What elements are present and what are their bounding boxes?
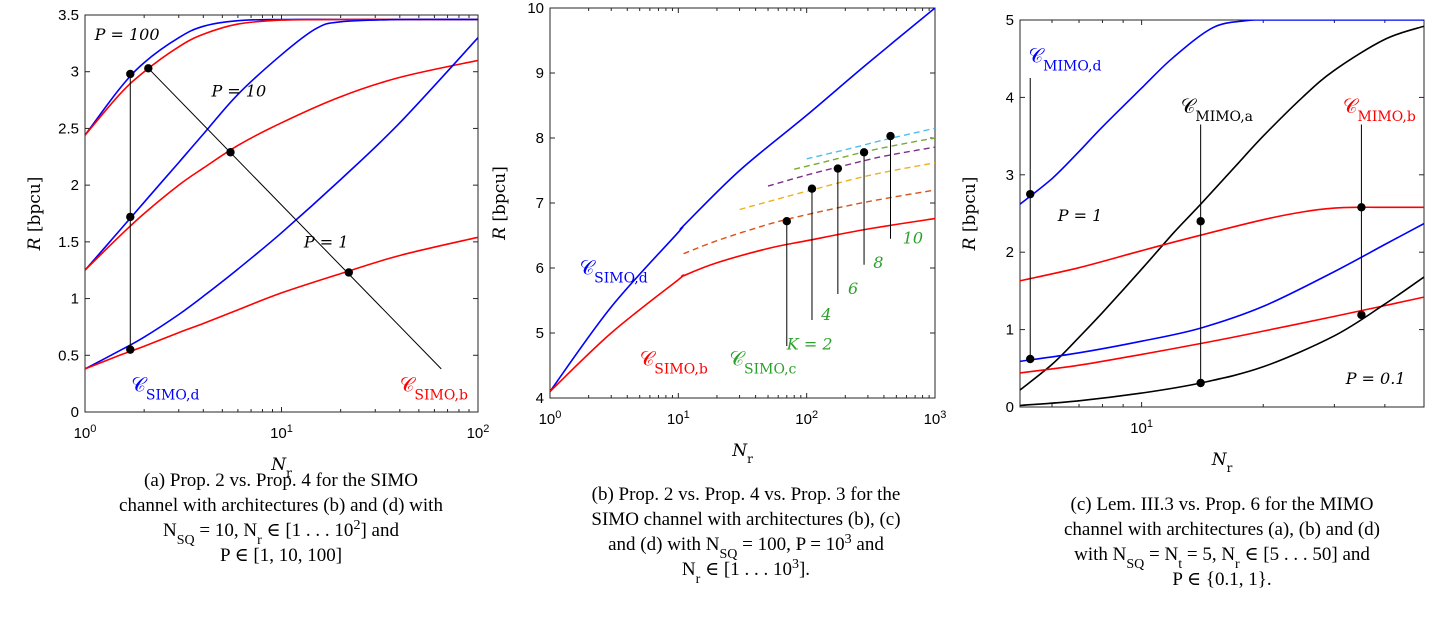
data-marker xyxy=(860,148,868,156)
caption-line: channel with architectures (a), (b) and … xyxy=(1064,519,1380,540)
y-axis-label: R [bpcu] xyxy=(960,177,980,252)
annotation: P = 10 xyxy=(210,82,266,101)
y-tick-label: 4 xyxy=(1006,89,1014,106)
caption-line: and (d) with NSQ = 100, P = 103 and xyxy=(608,532,884,562)
data-marker xyxy=(126,213,134,221)
caption-line: P ∈ {0.1, 1}. xyxy=(1172,569,1271,590)
y-axis-label: R [bpcu] xyxy=(25,177,45,252)
y-tick-label: 5 xyxy=(1006,12,1014,29)
caption-line: P ∈ [1, 10, 100] xyxy=(220,545,342,566)
y-tick-label: 9 xyxy=(536,65,544,82)
annotation: P = 1 xyxy=(1057,206,1103,225)
data-marker xyxy=(1026,190,1034,198)
series-line-5 xyxy=(85,237,478,369)
caption-line: (c) Lem. III.3 vs. Prop. 6 for the MIMO xyxy=(1071,494,1374,515)
y-tick-label: 10 xyxy=(527,0,544,17)
caption-line: channel with architectures (b) and (d) w… xyxy=(119,495,443,516)
svg-text:R [bpcu]: R [bpcu] xyxy=(490,166,510,241)
data-marker xyxy=(808,185,816,193)
data-marker xyxy=(144,64,152,72)
series-line-3 xyxy=(85,60,478,270)
y-tick-label: 2 xyxy=(1006,244,1014,261)
y-tick-label: 3.5 xyxy=(58,7,79,24)
x-tick-label: 101 xyxy=(1130,418,1153,437)
data-marker xyxy=(1196,379,1204,387)
y-tick-label: 1 xyxy=(1006,322,1014,339)
annotation: 𝒞MIMO,d xyxy=(1029,44,1102,75)
y-tick-label: 0 xyxy=(71,404,79,421)
caption-line: (b) Prop. 2 vs. Prop. 4 vs. Prop. 3 for … xyxy=(592,484,901,505)
diagonal-line xyxy=(148,68,441,369)
data-marker xyxy=(1026,355,1034,363)
annotation: P = 100 xyxy=(94,25,160,44)
x-tick-label: 103 xyxy=(924,409,947,428)
chart-c: 0 1 2 3 4 5 101 Nr R [bpcu] 𝒞MIMO,d 𝒞MIMO,a 𝒞MIMO,b… xyxy=(960,12,1424,590)
x-axis-label: Nr xyxy=(731,441,753,466)
svg-text:R [bpcu]: R [bpcu] xyxy=(25,177,45,252)
y-tick-label: 2 xyxy=(71,177,79,194)
series-line-3 xyxy=(1020,224,1424,362)
caption-line: NSQ = 10, Nr ∈ [1 . . . 102] and xyxy=(163,518,399,548)
y-axis-label: R [bpcu] xyxy=(490,166,510,241)
x-tick-label: 102 xyxy=(795,409,818,428)
annotation: 4 xyxy=(820,305,831,324)
caption-line: (a) Prop. 2 vs. Prop. 4 for the SIMO xyxy=(144,470,418,491)
y-tick-label: 3 xyxy=(71,64,79,81)
annotation: K = 2 xyxy=(786,334,833,353)
caption-line: with NSQ = Nt = 5, Nr ∈ [5 . . . 50] and xyxy=(1074,544,1370,572)
y-tick-label: 0 xyxy=(1006,399,1014,416)
x-axis-label: Nr xyxy=(1211,450,1233,475)
y-tick-label: 3 xyxy=(1006,167,1014,184)
x-tick-label: 100 xyxy=(539,409,562,428)
annotation: 8 xyxy=(873,253,883,272)
y-tick-label: 7 xyxy=(536,195,544,212)
data-marker xyxy=(1357,311,1365,319)
data-marker xyxy=(126,70,134,78)
svg-text:R [bpcu]: R [bpcu] xyxy=(960,177,980,252)
y-tick-label: 0.5 xyxy=(58,347,79,364)
y-tick-label: 5 xyxy=(536,325,544,342)
annotation: 𝒞MIMO,a xyxy=(1181,94,1253,125)
annotation: 𝒞SIMO,d xyxy=(580,256,648,287)
data-marker xyxy=(783,217,791,225)
annotation: P = 0.1 xyxy=(1345,369,1406,388)
data-marker xyxy=(1196,217,1204,225)
y-tick-label: 4 xyxy=(536,390,544,407)
annotation: 𝒞SIMO,b xyxy=(640,347,708,378)
caption-line: SIMO channel with architectures (b), (c) xyxy=(591,509,900,530)
data-marker xyxy=(126,345,134,353)
y-tick-label: 1.5 xyxy=(58,234,79,251)
data-marker xyxy=(345,268,353,276)
data-marker xyxy=(834,164,842,172)
annotation: 𝒞SIMO,d xyxy=(131,373,199,404)
x-tick-label: 102 xyxy=(467,423,490,442)
caption-line: Nr ∈ [1 . . . 103]. xyxy=(682,557,810,587)
plot-frame xyxy=(550,8,935,398)
y-tick-label: 8 xyxy=(536,130,544,147)
series-line-2 xyxy=(684,190,935,254)
annotation: 𝒞MIMO,b xyxy=(1343,94,1416,125)
data-marker xyxy=(886,132,894,140)
y-tick-label: 1 xyxy=(71,291,79,308)
series-line-6 xyxy=(807,128,935,159)
annotation: P = 1 xyxy=(303,233,349,252)
chart-a: 0 0.5 1 1.5 2 2.5 3 3.5 100 101 102 Nr R [bpcu] P = 1… xyxy=(25,7,489,566)
annotation: 10 xyxy=(903,228,923,247)
x-tick-label: 100 xyxy=(74,423,97,442)
annotation: 6 xyxy=(848,279,858,298)
y-tick-label: 6 xyxy=(536,260,544,277)
x-tick-label: 101 xyxy=(270,423,293,442)
data-marker xyxy=(1357,203,1365,211)
chart-b: 4 5 6 7 8 9 10 100 101 102 103 Nr R [bpcu] 𝒞SIMO,d 𝒞SI… xyxy=(490,0,946,587)
data-marker xyxy=(226,148,234,156)
y-tick-label: 2.5 xyxy=(58,120,79,137)
annotation: 𝒞SIMO,b xyxy=(400,373,468,404)
x-tick-label: 101 xyxy=(667,409,690,428)
